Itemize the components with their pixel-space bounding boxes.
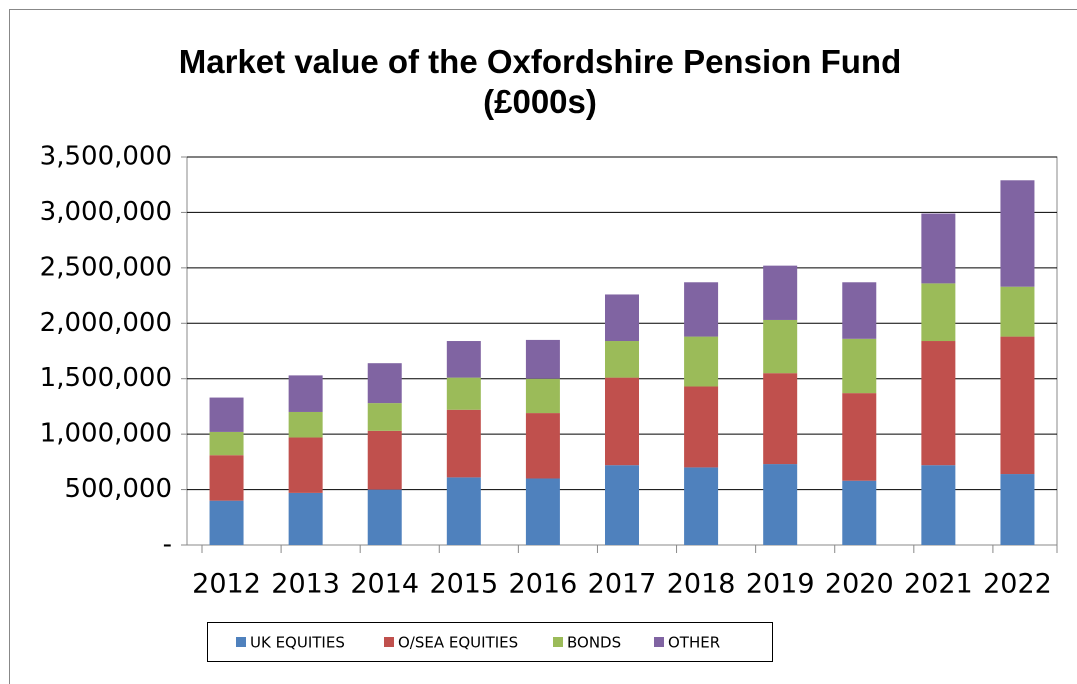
bar-segment bbox=[763, 265, 798, 320]
bar-segment bbox=[921, 341, 956, 466]
bar-segment bbox=[842, 282, 877, 339]
bar-segment bbox=[684, 282, 719, 337]
legend-box bbox=[207, 622, 773, 662]
legend-swatch bbox=[384, 637, 394, 647]
bar-segment bbox=[446, 409, 481, 478]
bar-segment bbox=[1000, 474, 1035, 545]
bar-segment bbox=[1000, 336, 1035, 475]
x-tick-label: 2018 bbox=[667, 569, 736, 600]
x-tick-label: 2014 bbox=[350, 569, 419, 600]
y-tick-label: 1,500,000 bbox=[40, 363, 172, 393]
bar-segment bbox=[605, 294, 639, 342]
bar-segment bbox=[209, 397, 244, 432]
bar-segment bbox=[525, 413, 560, 479]
y-tick-label: 3,000,000 bbox=[40, 197, 172, 227]
y-tick-label: 1,000,000 bbox=[40, 419, 172, 449]
x-tick-label: 2013 bbox=[271, 569, 340, 600]
bar-segment bbox=[605, 465, 639, 545]
bar-segment bbox=[842, 393, 877, 481]
legend-swatch bbox=[553, 637, 563, 647]
bar-segment bbox=[684, 336, 719, 387]
y-tick-label: 3,500,000 bbox=[40, 142, 172, 172]
bar-segment bbox=[763, 464, 798, 545]
bar-segment bbox=[763, 319, 798, 374]
bar-segment bbox=[921, 283, 956, 342]
bar-segment bbox=[842, 338, 877, 394]
y-tick-label: 500,000 bbox=[64, 474, 172, 504]
bar-segment bbox=[525, 478, 560, 545]
legend-label: UK EQUITIES bbox=[250, 634, 345, 652]
legend-label: OTHER bbox=[668, 634, 720, 652]
chart-title: Market value of the Oxfordshire Pension … bbox=[178, 43, 902, 120]
legend-swatch bbox=[236, 637, 246, 647]
bar-segment bbox=[288, 411, 323, 438]
bar-segment bbox=[446, 477, 481, 545]
bar-segment bbox=[209, 500, 244, 545]
x-tick-label: 2021 bbox=[904, 569, 973, 600]
bar-segment bbox=[1000, 286, 1035, 337]
bar-segment bbox=[525, 339, 560, 379]
bar-segment bbox=[367, 363, 402, 404]
bar-segment bbox=[367, 489, 402, 545]
x-tick-label: 2016 bbox=[509, 569, 578, 600]
x-tick-label: 2017 bbox=[588, 569, 657, 600]
bar-segment bbox=[446, 377, 481, 410]
y-tick-label: - bbox=[163, 530, 172, 560]
bar-segment bbox=[288, 492, 323, 545]
x-tick-label: 2015 bbox=[429, 569, 498, 600]
x-tick-label: 2019 bbox=[746, 569, 815, 600]
bar-segment bbox=[605, 341, 639, 378]
bar-segment bbox=[605, 377, 639, 466]
bar-segment bbox=[367, 430, 402, 490]
bar-segment bbox=[763, 373, 798, 465]
x-tick-label: 2020 bbox=[825, 569, 894, 600]
y-tick-label: 2,000,000 bbox=[40, 308, 172, 338]
legend-swatch bbox=[654, 637, 664, 647]
bar-segment bbox=[209, 431, 244, 456]
bar-segment bbox=[288, 437, 323, 493]
legend-label: O/SEA EQUITIES bbox=[398, 634, 518, 652]
bar-segment bbox=[288, 375, 323, 412]
x-tick-label: 2022 bbox=[983, 569, 1052, 600]
bar-segment bbox=[842, 480, 877, 545]
bar-segment bbox=[921, 465, 956, 545]
bar-segment bbox=[209, 455, 244, 501]
bar-segment bbox=[684, 386, 719, 468]
bar-segment bbox=[1000, 180, 1035, 287]
bar-segment bbox=[367, 403, 402, 431]
bar-segment bbox=[921, 213, 956, 284]
y-tick-label: 2,500,000 bbox=[40, 252, 172, 282]
bar-segment bbox=[525, 378, 560, 414]
bar-segment bbox=[684, 467, 719, 545]
legend-label: BONDS bbox=[567, 634, 621, 652]
x-tick-label: 2012 bbox=[192, 569, 261, 600]
bar-segment bbox=[446, 341, 481, 378]
